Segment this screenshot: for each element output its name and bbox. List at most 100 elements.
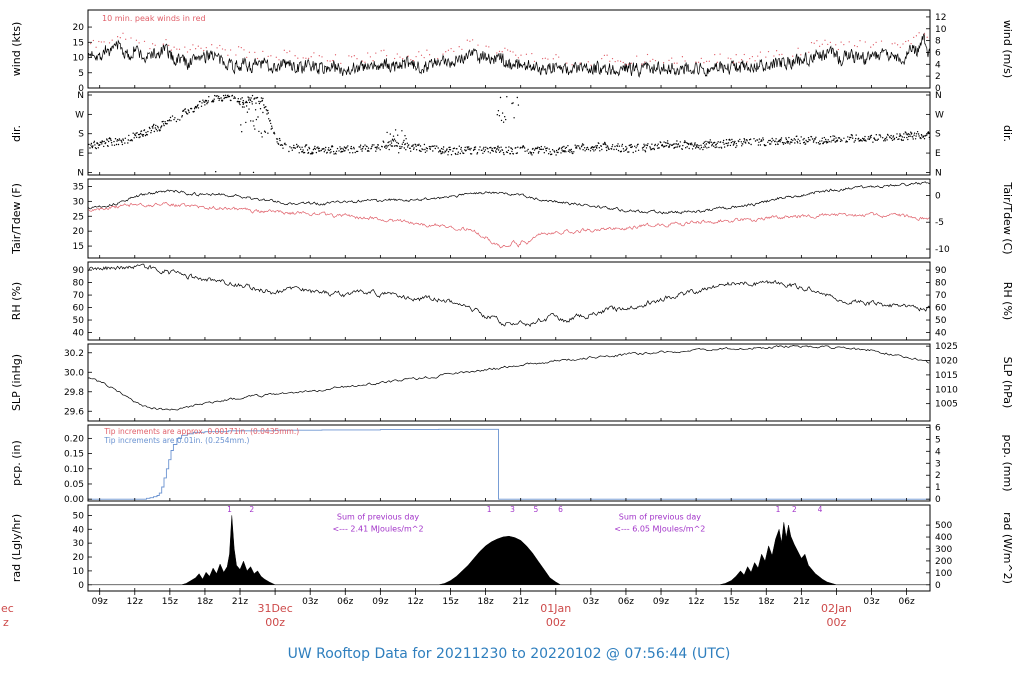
x-date-label-time: 00z <box>827 616 847 629</box>
ytick-right-label: 0 <box>935 84 941 94</box>
panel-temp-frame <box>87 178 931 259</box>
ytick-left-label: 50 <box>73 511 85 521</box>
annotation-text: 3 <box>510 505 515 514</box>
panel-slp-series <box>88 345 929 411</box>
ytick-right-label: 300 <box>935 545 952 555</box>
ytick-left-label: N <box>77 168 84 178</box>
panel-slp: 29.6 29.8 30.0 30.2 1005 1010 1015 1020 1025 SLP … <box>10 342 1014 422</box>
ytick-right-label: -10 <box>935 245 950 255</box>
panel-temp: 15 20 25 30 35 0 -5 -10 Tair/Tdew (F) Tair/Tdew (… <box>10 178 1014 259</box>
axis-title-right-rh: RH (%) <box>1001 282 1014 320</box>
x-tick-label: 21z <box>232 597 248 607</box>
ytick-right-label: 0 <box>935 495 941 505</box>
ytick-left-label: 25 <box>73 212 84 222</box>
ytick-left-label: 40 <box>73 525 85 535</box>
series-dir-scatter-cluster-3 <box>496 96 520 123</box>
panel-wind-axes: 0 5 10 15 20 0 2 4 68 10 12 <box>73 13 947 94</box>
annotation-text: <--- 2.41 MJoules/m^2 <box>332 525 423 534</box>
ytick-right-label: N <box>935 91 942 101</box>
annotation-text: 6 <box>558 505 563 514</box>
axis-title-right-slp: SLP (hPa) <box>1001 357 1014 409</box>
axis-title-right-pcp: pcp. (mm) <box>1001 434 1014 491</box>
ytick-left-label: 0.15 <box>64 450 84 460</box>
x-tick-label: 03z <box>863 597 879 607</box>
series-rh <box>88 263 930 328</box>
series-pcp-accum <box>88 428 930 500</box>
axis-title-left-rad: rad (Lgly/hr) <box>10 514 23 582</box>
annotation-text: 1 <box>487 505 492 514</box>
ytick-left-label: 0 <box>78 84 84 94</box>
panel-slp-frame <box>87 343 931 422</box>
ytick-right-label: 80 <box>935 279 947 289</box>
ytick-left-label: 90 <box>73 266 85 276</box>
x-tick-label: 18z <box>478 597 494 607</box>
ytick-left-label: 30 <box>73 197 85 207</box>
annotation-text: Tip increments are 0.01in. (0.254mm.) <box>103 436 249 445</box>
ytick-left-label: 15 <box>73 38 84 48</box>
ytick-right-label: 1005 <box>935 400 958 410</box>
ytick-left-label: 20 <box>73 553 85 563</box>
ytick-right-label: 12 <box>935 13 946 23</box>
panel-temp-series <box>88 181 930 249</box>
x-date-label-time: 00z <box>546 616 566 629</box>
ytick-left-label: 0 <box>78 581 84 591</box>
ytick-right-label: 8 <box>935 37 941 47</box>
panel-wind-series <box>88 32 930 78</box>
series-tdew <box>88 202 930 249</box>
x-tick-label: 06z <box>618 597 634 607</box>
ytick-left-label: W <box>75 110 84 120</box>
series-tair <box>88 181 930 215</box>
ytick-right-label: 3 <box>935 459 941 469</box>
x-tick-label: 06z <box>899 597 915 607</box>
ytick-right-label: 200 <box>935 557 952 567</box>
ytick-right-label: S <box>935 130 941 140</box>
axis-title-left-temp: Tair/Tdew (F) <box>10 183 23 255</box>
ytick-right-label: 1020 <box>935 356 958 366</box>
panel-slp-axes: 29.6 29.8 30.0 30.2 1005 1010 1015 1020 1025 <box>64 342 958 421</box>
panel-pcp-axes: 0.00 0.05 0.10 0.15 0.20 0 1 2 3 4 5 6 <box>64 423 941 505</box>
series-wind-mean <box>88 32 930 78</box>
ytick-left-label: 30 <box>73 539 85 549</box>
panel-pcp-series <box>88 428 930 500</box>
x-tick-label: 12z <box>407 597 423 607</box>
panel-rh-frame <box>87 261 931 341</box>
panel-pcp: 0.00 0.05 0.10 0.15 0.20 0 1 2 3 4 5 6 pcp. (in) pcp.… <box>10 423 1014 505</box>
x-tick-label: 03z <box>302 597 318 607</box>
ytick-right-label: 60 <box>935 304 947 314</box>
panel-dir-series <box>88 94 930 174</box>
ytick-left-label: 15 <box>73 242 84 252</box>
x-tick-label: 15z <box>723 597 739 607</box>
x-date-label: 31Dec <box>257 602 292 615</box>
ytick-right-label: 10 <box>935 25 947 35</box>
series-slp <box>88 345 929 411</box>
series-dir-main <box>88 94 930 174</box>
ytick-right-label: 40 <box>935 329 947 339</box>
ytick-left-label: 29.6 <box>64 407 84 417</box>
panel-temp-axes: 15 20 25 30 35 0 -5 -10 <box>73 182 950 258</box>
ytick-left-label: 20 <box>73 227 85 237</box>
x-date-label-time: 00z <box>265 616 285 629</box>
panel-rh-series <box>88 263 930 328</box>
x-tick-label: 21z <box>513 597 529 607</box>
ytick-left-label: 0.10 <box>64 465 84 475</box>
x-date-label-clipped: ec <box>1 602 14 615</box>
annotation-text: 10 min. peak winds in red <box>102 14 206 23</box>
annotation-text: <--- 6.05 MJoules/m^2 <box>614 525 705 534</box>
ytick-right-label: 50 <box>935 316 947 326</box>
annotation-text: 1 <box>227 505 232 514</box>
ytick-right-label: 1025 <box>935 342 958 352</box>
ytick-right-label: 0 <box>935 581 941 591</box>
panel-wind-frame <box>87 9 931 89</box>
ytick-right-label: 90 <box>935 266 947 276</box>
ytick-left-label: 35 <box>73 182 84 192</box>
ytick-right-label: W <box>935 110 944 120</box>
annotation-text: 2 <box>792 505 797 514</box>
x-tick-label: 18z <box>758 597 774 607</box>
ytick-left-label: 40 <box>73 329 85 339</box>
x-date-label-clipped-time: z <box>3 616 9 629</box>
series-dir-scatter-cluster-1 <box>239 100 269 138</box>
ytick-left-label: 0.00 <box>64 495 84 505</box>
